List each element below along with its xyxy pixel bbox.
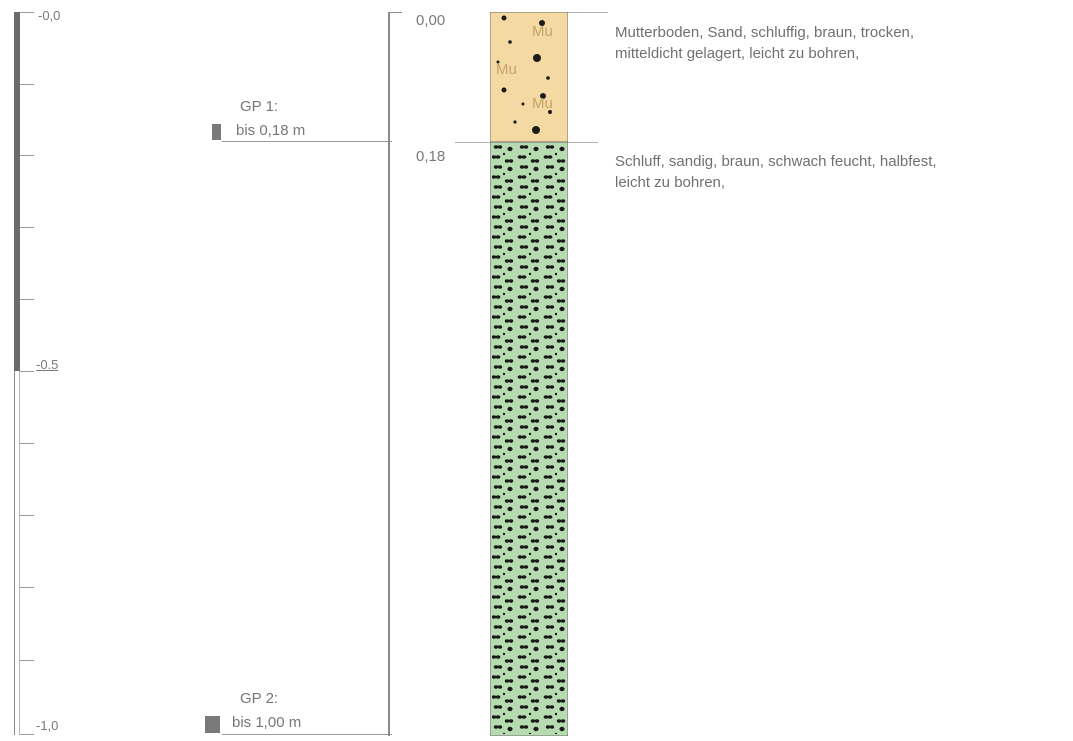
soil-column-graphic: Mu Mu Mu	[489, 11, 569, 737]
scale-tick	[20, 371, 34, 372]
profile-frame-top-cap	[390, 12, 402, 13]
scale-tick	[20, 660, 34, 661]
scale-tick	[20, 155, 34, 156]
depth-scale-bar-outline-right	[19, 371, 20, 735]
scale-tick	[20, 515, 34, 516]
layer-symbol: Mu	[532, 95, 553, 112]
sample-depth: bis 0,18 m	[236, 122, 306, 139]
layer-description-line: mitteldicht gelagert, leicht zu bohren,	[615, 45, 860, 62]
sample-marker-icon	[205, 716, 220, 733]
layer-top-depth: 0,00	[416, 12, 446, 29]
layer-boundary-line-left	[455, 142, 490, 143]
sample-marker-icon	[212, 124, 221, 140]
layer-description-line: Schluff, sandig, braun, schwach feucht, …	[615, 153, 937, 170]
layer-top-depth: 0,18	[416, 148, 446, 165]
layer-symbol: Mu	[496, 61, 517, 78]
scale-tick	[20, 299, 34, 300]
scale-tick	[20, 587, 34, 588]
scale-tick	[20, 734, 34, 735]
scale-tick	[20, 12, 34, 13]
layer-topsoil: Mu Mu Mu	[489, 11, 569, 143]
layer-symbol: Mu	[532, 23, 553, 40]
scale-label-top: -0,0	[38, 8, 61, 23]
sample-title: GP 1:	[240, 98, 279, 115]
sample-title: GP 2:	[240, 690, 279, 707]
sample-depth-line	[222, 734, 392, 735]
depth-scale-bar-filled	[14, 12, 20, 371]
scale-tick	[20, 84, 34, 85]
layer-silt	[489, 141, 569, 737]
layer-boundary-line-right	[568, 12, 608, 13]
soil-column: Mu Mu Mu	[489, 11, 569, 737]
profile-frame-line	[388, 12, 390, 736]
sample-depth-line	[222, 141, 392, 142]
layer-boundary-line-right	[568, 142, 598, 143]
scale-label-middle: -0.5	[36, 357, 59, 372]
sample-depth: bis 1,00 m	[232, 714, 302, 731]
scale-label-bottom: -1,0	[36, 718, 59, 733]
layer-description-line: Mutterboden, Sand, schluffig, braun, tro…	[615, 24, 915, 41]
scale-tick	[20, 227, 34, 228]
scale-tick	[20, 443, 34, 444]
layer-description-line: leicht zu bohren,	[615, 174, 726, 191]
depth-scale-bar-outline-left	[14, 371, 15, 735]
